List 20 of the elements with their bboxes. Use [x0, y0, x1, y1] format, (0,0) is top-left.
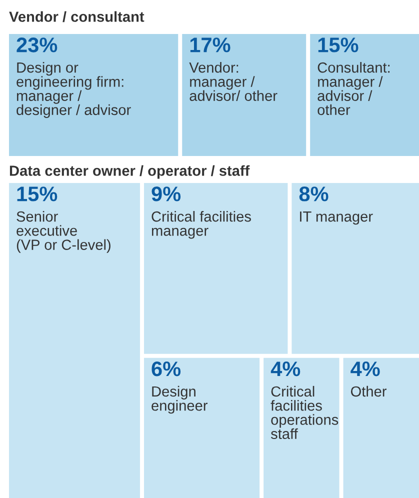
data-label: 6%	[152, 361, 181, 376]
category-label: Senior executive (VP or C-level)	[16, 211, 110, 253]
category-label: Design engineer	[152, 386, 208, 414]
data-label: 9%	[152, 186, 181, 202]
data-label: 4%	[270, 362, 300, 376]
category-label: Critical facilities operations staff	[270, 386, 338, 440]
category-label: Other	[350, 386, 387, 397]
data-label: 17%	[190, 38, 230, 52]
text: Data center owner / operator / staff	[10, 165, 250, 179]
data-label: 23%	[16, 38, 58, 52]
category-label: Consultant: manager / advisor / other	[318, 62, 390, 116]
text: Vendor / consultant	[9, 11, 144, 22]
category-label: IT manager	[300, 212, 373, 225]
data-label: 15%	[318, 38, 358, 52]
data-label: 15%	[17, 186, 58, 202]
data-label: 4%	[350, 362, 380, 376]
category-label: Critical facilities manager	[152, 211, 251, 239]
category-label: Design or engineering firm: manager / designer / advisor	[16, 62, 131, 118]
data-label: 8%	[299, 186, 328, 202]
category-label: Vendor: manager / advisor/ other	[189, 62, 278, 101]
